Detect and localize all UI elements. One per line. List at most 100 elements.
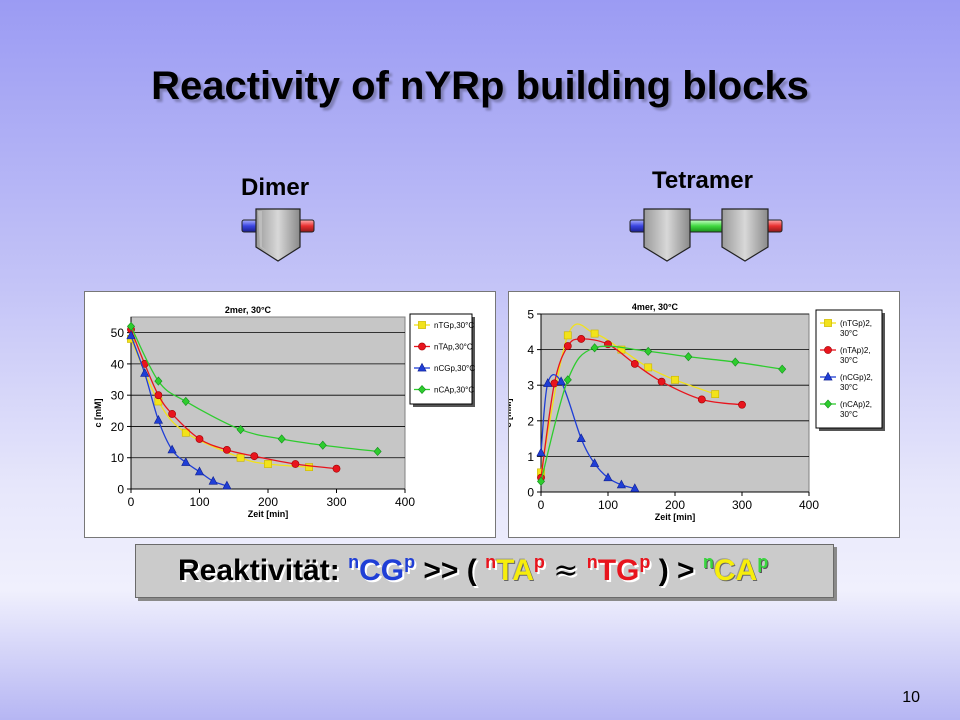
dimer-data-point	[181, 428, 190, 437]
tetramer-legend-label: 30°C	[840, 329, 858, 338]
dimer-ytick-label: 20	[111, 420, 125, 434]
tetramer-xtick-label: 300	[732, 498, 752, 512]
banner-op1: >> (	[415, 554, 486, 587]
tetramer-data-point	[590, 343, 599, 353]
dimer-title: 2mer, 30°C	[225, 305, 272, 315]
dimer-block-icon	[241, 208, 315, 262]
tetramer-data-point	[684, 352, 693, 362]
dimer-data-point	[126, 330, 136, 340]
banner-prefix: Reaktivität:	[178, 554, 349, 587]
dimer-legend-marker	[417, 362, 427, 372]
dimer-data-point	[318, 440, 327, 450]
tetramer-data-point	[711, 390, 720, 398]
dimer-data-point	[181, 457, 191, 466]
dimer-data-point	[236, 425, 245, 435]
tetramer-plot-area	[540, 313, 810, 493]
dimer-ytick-label: 10	[111, 451, 125, 465]
dimer-data-point	[127, 321, 135, 331]
chart-dimer-svg: 0 10 20 30 40 50 0 100 200 300 400 2mer, 30°C Zeit […	[93, 305, 475, 519]
dimer-xlabel: Zeit [min]	[248, 509, 289, 519]
tetramer-data-point	[590, 329, 599, 338]
page-number: 10	[902, 689, 920, 706]
tetramer-data-point	[563, 342, 572, 350]
tetramer-data-point	[556, 376, 566, 386]
dimer-data-point	[154, 391, 163, 400]
dimer-legend-marker	[418, 342, 426, 351]
tetramer-legend-marker	[824, 346, 832, 354]
tetramer-data-point	[778, 364, 787, 374]
dimer-data-point	[167, 444, 177, 454]
dimer-data-point	[264, 460, 272, 468]
tetramer-ytick-label: 3	[527, 379, 534, 393]
tetramer-title: 4mer, 30°C	[632, 302, 679, 312]
banner-tg: nTGp	[586, 552, 651, 587]
dimer-data-point	[236, 453, 245, 462]
tetramer-data-point	[590, 458, 600, 467]
tetramer-ytick-label: 2	[527, 414, 534, 428]
tetramer-xtick-label: 100	[598, 498, 618, 512]
dimer-data-point	[305, 463, 313, 472]
dimer-data-point	[168, 410, 176, 418]
dimer-legend-label: nTAp,30°C	[434, 343, 473, 352]
dimer-data-point	[277, 434, 286, 444]
banner-cg: nCGp	[348, 552, 416, 587]
tetramer-xtick-label: 200	[665, 498, 685, 512]
banner-op2: ) >	[650, 554, 703, 587]
banner-approx: ≈	[553, 553, 579, 588]
tetramer-legend-marker	[823, 371, 833, 381]
tetramer-data-point	[537, 476, 545, 486]
dimer-data-point	[291, 460, 300, 468]
tetramer-data-point	[738, 400, 746, 409]
tetramer-data-point	[563, 375, 572, 385]
tetramer-xtick-label: 400	[799, 498, 819, 512]
dimer-data-point	[208, 475, 218, 485]
tetramer-legend	[815, 309, 883, 429]
tetramer-xlabel: Zeit [min]	[655, 512, 696, 522]
dimer-data-point	[153, 414, 163, 424]
dimer-ytick-label: 30	[111, 389, 125, 403]
dimer-legend-label: nCGp,30°C	[434, 364, 475, 373]
banner-ca: nCAp	[702, 552, 769, 587]
tetramer-legend-label: (nTAp)2,	[840, 346, 871, 355]
dimer-data-point	[194, 466, 205, 476]
tetramer-data-point	[576, 433, 586, 442]
dimer-xtick-label: 0	[128, 495, 135, 509]
dimer-ytick-label: 40	[111, 357, 125, 371]
dimer-data-point	[154, 376, 163, 386]
dimer-legend-marker	[418, 321, 426, 329]
dimer-ytick-label: 0	[117, 483, 124, 497]
tetramer-legend-label: (nCGp)2,	[840, 373, 873, 382]
chart-tetramer-svg: 0 1 2 3 4 5 0 100 200 300 400 4mer, 30°C Zeit [min] c…	[509, 302, 885, 522]
banner-ta: nTAp	[485, 552, 545, 587]
tetramer-legend-label: 30°C	[840, 383, 858, 392]
dimer-legend-marker	[418, 384, 426, 395]
dimer-ytick-label: 50	[111, 326, 125, 340]
tetramer-data-point	[550, 379, 559, 388]
dimer-xtick-label: 300	[326, 495, 346, 509]
tetramer-data-point	[644, 346, 653, 356]
tetramer-legend-label: (nTGp)2,	[840, 319, 872, 328]
dimer-ylabel: c [mM]	[93, 398, 103, 427]
tetramer-legend-marker	[824, 399, 832, 409]
tetramer-xtick-label: 0	[538, 498, 545, 512]
dimer-legend-label: nTGp,30°C	[434, 321, 474, 330]
tetramer-data-point	[616, 479, 626, 489]
dimer-legend-label: nCAp,30°C	[434, 386, 474, 395]
dimer-data-point	[195, 435, 204, 443]
tetramer-ytick-label: 5	[527, 308, 534, 322]
dimer-data-point	[332, 464, 341, 473]
tetramer-data-point	[657, 377, 666, 386]
slide-title: Reactivity of nYRp building blocks	[151, 64, 809, 108]
dimer-data-point	[140, 368, 150, 377]
tetramer-data-point	[697, 395, 706, 404]
tetramer-data-point	[671, 375, 679, 384]
dimer-data-point	[222, 480, 232, 490]
dimer-data-point	[250, 452, 259, 461]
tetramer-data-point	[543, 378, 553, 387]
tetramer-legend-marker	[824, 319, 832, 327]
tetramer-data-point	[536, 447, 546, 457]
tetramer-legend-label: 30°C	[840, 410, 858, 419]
tetramer-data-point	[630, 359, 639, 368]
tetramer-ytick-label: 1	[527, 450, 534, 464]
tetramer-block-icon	[629, 208, 783, 262]
